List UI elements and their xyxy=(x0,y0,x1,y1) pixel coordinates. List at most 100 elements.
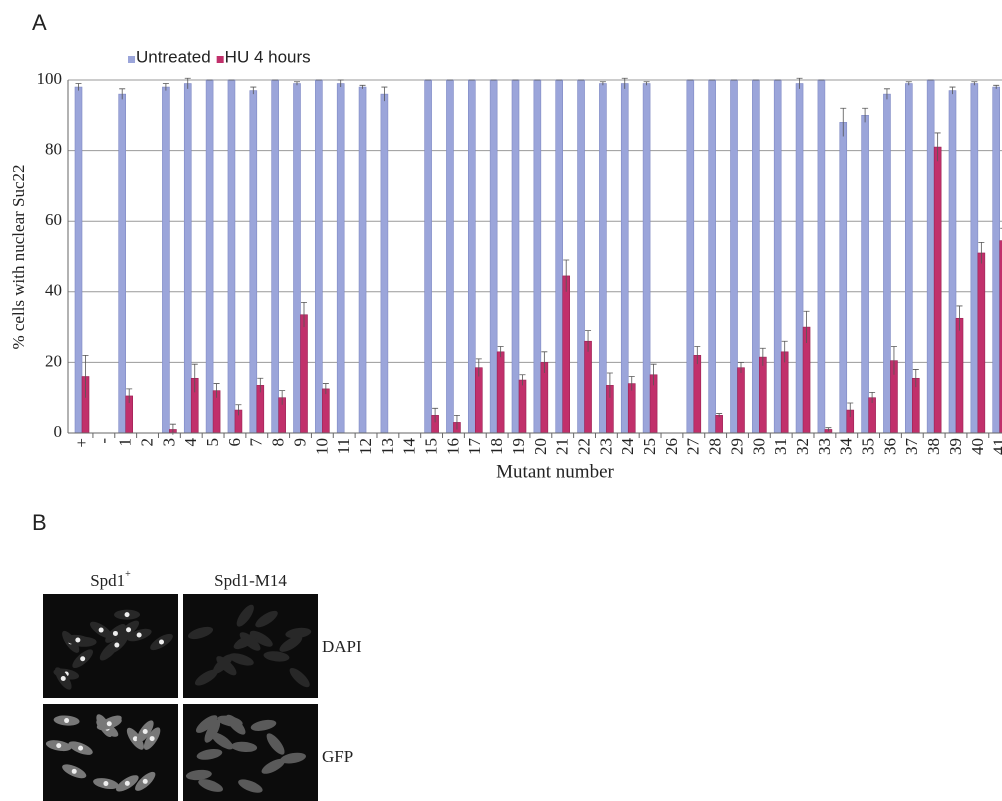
bar xyxy=(752,80,759,433)
bar xyxy=(294,84,301,433)
x-tick-label: 32 xyxy=(793,438,812,455)
nucleus xyxy=(56,743,61,748)
x-axis-label: Mutant number xyxy=(496,461,614,482)
legend: Untreated HU 4 hours xyxy=(128,47,311,66)
x-tick-label: 7 xyxy=(247,438,266,447)
legend-label: Untreated xyxy=(136,47,211,66)
nucleus xyxy=(72,769,77,774)
bar xyxy=(301,315,308,433)
nucleus xyxy=(137,633,142,638)
bar xyxy=(381,94,388,433)
x-tick-label: 33 xyxy=(815,438,834,455)
bar xyxy=(206,80,213,433)
bar xyxy=(628,384,635,433)
nucleus xyxy=(99,628,104,633)
plot: 020406080100+-12345678910111213141516171… xyxy=(37,69,1002,455)
x-tick-label: 18 xyxy=(487,438,506,455)
panel-label: B xyxy=(32,510,47,535)
x-tick-label: 6 xyxy=(225,438,244,447)
column-label: Spd1+ xyxy=(90,569,131,590)
bar xyxy=(978,253,985,433)
x-tick-label: 20 xyxy=(531,438,550,455)
y-tick-label: 80 xyxy=(45,140,62,159)
y-axis-label: % cells with nuclear Suc22 xyxy=(9,164,28,349)
bar xyxy=(883,94,890,433)
x-tick-label: 15 xyxy=(422,438,441,455)
x-tick-label: 14 xyxy=(400,438,419,456)
y-tick-label: 60 xyxy=(45,210,62,229)
bar xyxy=(738,368,745,433)
nucleus xyxy=(143,779,148,784)
bar xyxy=(905,84,912,433)
x-tick-label: 11 xyxy=(334,438,353,454)
bar xyxy=(621,84,628,433)
bar xyxy=(75,87,82,433)
bar xyxy=(927,80,934,433)
bar xyxy=(956,318,963,433)
nucleus xyxy=(103,781,108,786)
bar xyxy=(774,80,781,433)
nucleus xyxy=(125,612,130,617)
bar xyxy=(315,80,322,433)
bar xyxy=(949,91,956,433)
bar xyxy=(446,80,453,433)
bar xyxy=(716,415,723,433)
x-tick-label: 22 xyxy=(574,438,593,455)
bar xyxy=(643,84,650,433)
bar xyxy=(585,341,592,433)
bar xyxy=(162,87,169,433)
y-tick-label: 20 xyxy=(45,351,62,370)
x-tick-label: 34 xyxy=(837,438,856,456)
x-tick-label: 2 xyxy=(137,438,156,447)
bar xyxy=(257,385,264,433)
x-tick-label: 12 xyxy=(356,438,375,455)
nucleus xyxy=(80,656,85,661)
y-tick-label: 100 xyxy=(37,69,63,88)
bar xyxy=(971,84,978,433)
bar xyxy=(468,80,475,433)
bar xyxy=(563,276,570,433)
x-tick-label: 27 xyxy=(684,438,703,456)
bar xyxy=(694,355,701,433)
nucleus xyxy=(75,638,80,643)
legend-label: HU 4 hours xyxy=(225,47,311,66)
nucleus xyxy=(78,746,83,751)
x-tick-label: 1 xyxy=(116,438,135,447)
bar xyxy=(490,80,497,433)
legend-swatch xyxy=(217,56,224,63)
x-tick-label: + xyxy=(72,438,91,448)
x-tick-label: - xyxy=(94,438,113,444)
bar xyxy=(250,91,257,433)
page: A B % cells with nuclear Suc22 Mutant nu… xyxy=(0,0,1002,801)
nucleus xyxy=(150,736,155,741)
x-tick-label: 3 xyxy=(159,438,178,447)
bar xyxy=(475,368,482,433)
x-tick-label: 19 xyxy=(509,438,528,455)
x-tick-label: 38 xyxy=(924,438,943,455)
x-tick-label: 5 xyxy=(203,438,222,447)
bar xyxy=(119,94,126,433)
row-label: DAPI xyxy=(322,637,362,656)
x-tick-label: 21 xyxy=(553,438,572,455)
nucleus xyxy=(143,729,148,734)
x-tick-label: 30 xyxy=(749,438,768,455)
bar xyxy=(337,84,344,433)
nucleus xyxy=(64,718,69,723)
y-tick-label: 40 xyxy=(45,281,62,300)
x-tick-label: 40 xyxy=(968,438,987,455)
x-tick-label: 35 xyxy=(859,438,878,455)
x-tick-label: 13 xyxy=(378,438,397,455)
legend-swatch xyxy=(128,56,135,63)
nucleus xyxy=(113,631,118,636)
bar xyxy=(803,327,810,433)
x-tick-label: 28 xyxy=(706,438,725,455)
nucleus xyxy=(61,676,66,681)
bar xyxy=(228,80,235,433)
bar xyxy=(556,80,563,433)
column-label-sup: + xyxy=(125,569,131,580)
nucleus xyxy=(125,781,130,786)
bar xyxy=(759,357,766,433)
x-tick-label: 8 xyxy=(269,438,288,447)
column-label: Spd1-M14 xyxy=(214,571,287,590)
